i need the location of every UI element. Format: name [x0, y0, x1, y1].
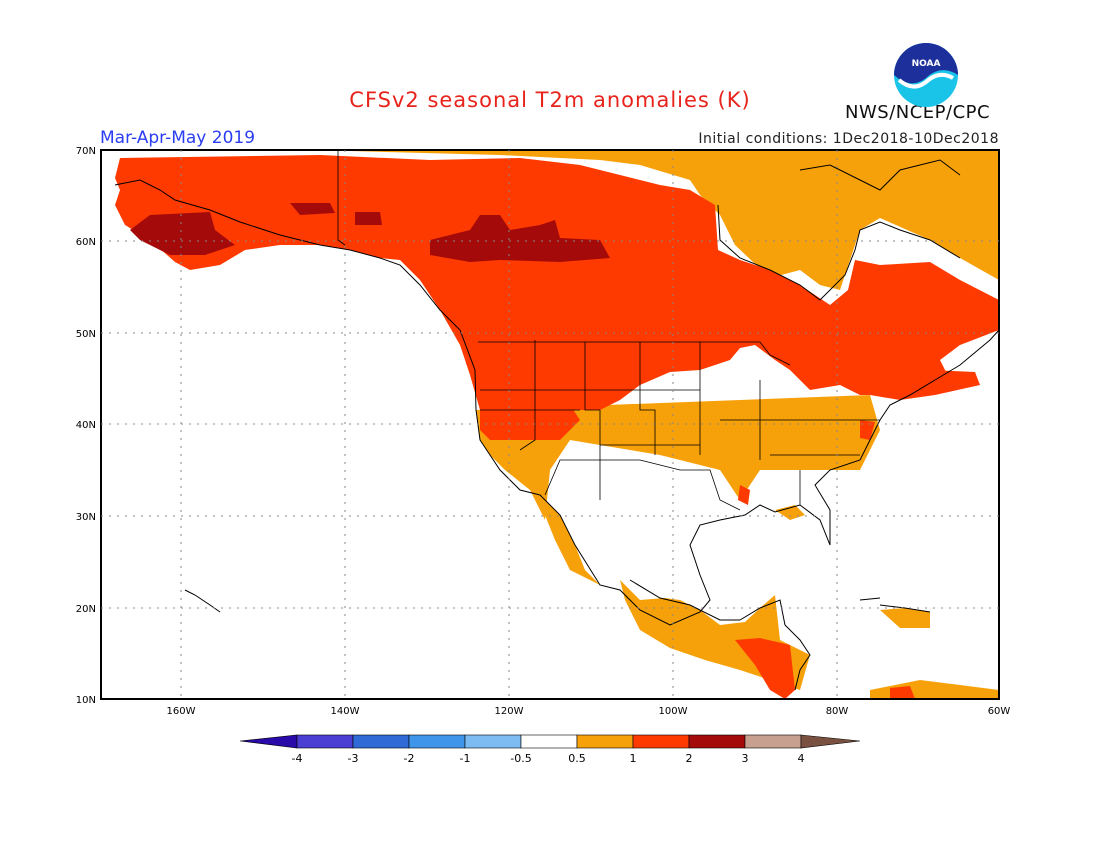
logo-text: NOAA [912, 59, 941, 69]
colorbar-tick: 0.5 [568, 752, 586, 765]
lon-label: 80W [826, 706, 849, 717]
initial-conditions-label: Initial conditions: 1Dec2018-10Dec2018 [698, 131, 999, 147]
colorbar-segment [464, 734, 522, 749]
lat-label: 30N [76, 512, 96, 523]
lon-label: 140W [331, 706, 360, 717]
colorbar-ticks: -4 -3 -2 -1 -0.5 0.5 1 2 3 4 [292, 752, 805, 765]
lat-label: 10N [76, 695, 96, 706]
colorbar-segment [744, 734, 802, 749]
colorbar-segment [296, 734, 354, 749]
anomaly-fields [115, 150, 999, 699]
colorbar-tick: 1 [630, 752, 637, 765]
colorbar-tick: -2 [404, 752, 415, 765]
colorbar-tick: -4 [292, 752, 303, 765]
colorbar-segment [408, 734, 466, 749]
colorbar-arrow-high [800, 734, 861, 749]
lat-label: 60N [76, 237, 96, 248]
colorbar-segment [632, 734, 690, 749]
colorbar-arrow-low [239, 734, 298, 749]
lat-label: 40N [76, 420, 96, 431]
colorbar-segment [352, 734, 410, 749]
lon-labels: 160W 140W 120W 100W 80W 60W [167, 706, 1011, 717]
colorbar-tick: 2 [686, 752, 693, 765]
lat-labels: 70N 60N 50N 40N 30N 20N 10N [76, 146, 96, 706]
colorbar-segment [520, 734, 578, 749]
colorbar-tick: 3 [742, 752, 749, 765]
colorbar-tick: -3 [348, 752, 359, 765]
graticule [101, 150, 999, 699]
political-borders [337, 150, 880, 511]
lon-label: 160W [167, 706, 196, 717]
period-label: Mar-Apr-May 2019 [100, 128, 256, 148]
lon-label: 100W [659, 706, 688, 717]
colorbar-segment [576, 734, 634, 749]
lon-label: 60W [988, 706, 1011, 717]
colorbar [239, 734, 861, 749]
coastlines [114, 159, 1000, 691]
anomaly-region-2-to-3 [130, 203, 610, 262]
colorbar-tick: -0.5 [510, 752, 531, 765]
noaa-logo: NOAA [894, 43, 958, 107]
colorbar-segment [688, 734, 746, 749]
lon-label: 120W [495, 706, 524, 717]
colorbar-tick: 4 [798, 752, 805, 765]
lat-label: 50N [76, 329, 96, 340]
lat-label: 70N [76, 146, 96, 157]
chart-title: CFSv2 seasonal T2m anomalies (K) [349, 88, 751, 112]
colorbar-tick: -1 [460, 752, 471, 765]
agency-label: NWS/NCEP/CPC [845, 102, 991, 123]
lat-label: 20N [76, 604, 96, 615]
